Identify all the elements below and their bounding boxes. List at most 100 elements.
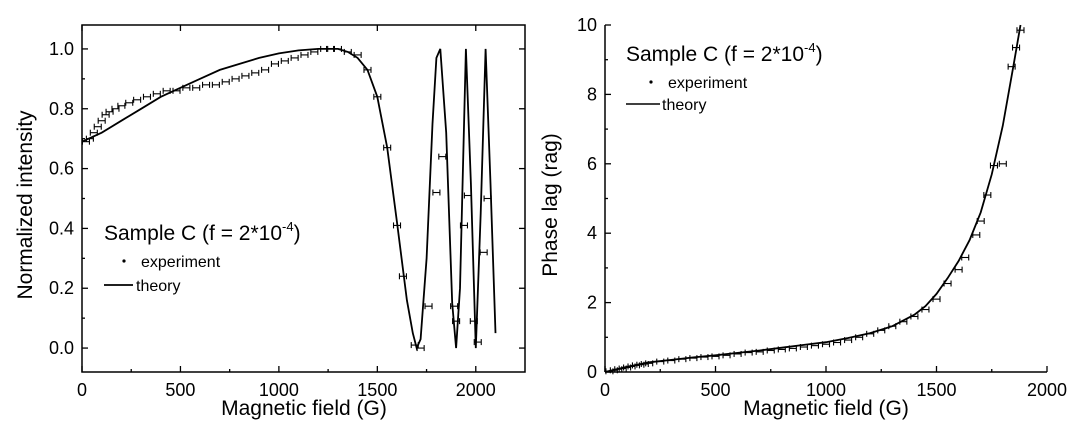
x-tick-label: 0 <box>600 380 610 400</box>
experiment-point <box>172 87 181 94</box>
experiment-point <box>473 339 482 346</box>
x-tick-label: 1000 <box>259 380 299 400</box>
experiment-point <box>855 334 864 341</box>
experiment-point <box>333 45 343 52</box>
experiment-point <box>821 341 831 348</box>
x-axis-title: Magnetic field (G) <box>743 397 909 420</box>
experiment-point <box>877 327 886 334</box>
experiment-point <box>392 222 402 229</box>
experiment-point <box>667 357 676 364</box>
experiment-point <box>432 189 441 196</box>
experiment-point <box>182 84 191 91</box>
x-tick-label: 2000 <box>1027 380 1067 400</box>
theory-line <box>81 48 497 351</box>
experiment-point <box>142 93 152 100</box>
experiment-point <box>326 45 335 52</box>
experiment-point <box>700 354 709 361</box>
experiment-point <box>932 296 941 303</box>
legend-experiment-marker <box>122 259 126 263</box>
y-tick-label: 0.4 <box>49 218 74 238</box>
experiment-point <box>656 358 665 365</box>
legend-experiment-label: experiment <box>668 75 748 92</box>
experiment-point <box>943 280 952 287</box>
experiment-point <box>231 75 240 82</box>
experiment-point <box>117 102 126 109</box>
experiment-point <box>416 345 425 352</box>
experiment-point <box>192 84 201 91</box>
experiment-point <box>211 81 220 88</box>
experiment-point <box>755 348 764 355</box>
experiment-point <box>788 345 797 352</box>
experiment-point <box>452 318 461 325</box>
experiment-point <box>899 318 908 325</box>
experiment-point <box>97 117 106 124</box>
experiment-point <box>844 337 853 344</box>
experiment-point <box>810 342 820 349</box>
chart-left-intensity: 0 500 1000 1500 2000 0.0 0.2 0.4 0.6 0.8 1.0 Magne… <box>14 24 526 420</box>
tick-labels: 0 500 1000 1500 2000 0.0 0.2 0.4 0.6 0.8 1.0 <box>49 39 496 400</box>
experiment-point <box>201 81 211 88</box>
experiment-point <box>438 153 447 160</box>
tick-labels: 0 500 1000 1500 2000 0 2 4 6 8 10 <box>577 15 1067 400</box>
experiment-point <box>605 368 614 375</box>
experiment-point <box>469 318 478 325</box>
experiment-point <box>777 346 786 353</box>
experiment-point <box>832 339 842 346</box>
chart-right-phase-lag: 0 500 1000 1500 2000 0 2 4 6 8 10 Magnetic field (… <box>539 15 1067 420</box>
legend-experiment-marker <box>649 80 653 84</box>
y-tick-label: 8 <box>587 84 597 104</box>
experiment-point <box>623 364 632 371</box>
experiment-point <box>85 135 94 142</box>
experiment-point <box>689 355 698 362</box>
experiment-point <box>678 356 687 363</box>
experiment-point <box>733 350 742 357</box>
experiment-point <box>983 192 992 199</box>
y-axis-title: Phase lag (rag) <box>539 133 562 277</box>
experiment-point <box>424 303 433 310</box>
experiment-point <box>799 344 808 351</box>
experiment-point <box>483 195 492 202</box>
theory-line <box>604 24 1022 373</box>
x-tick-label: 0 <box>77 380 87 400</box>
experiment-point <box>640 361 649 368</box>
x-axis-title: Magnetic field (G) <box>221 397 387 420</box>
experiment-point <box>93 123 102 130</box>
tick-marks <box>81 25 525 372</box>
experiment-point <box>353 51 362 58</box>
experiment-point <box>1007 63 1016 70</box>
experiment-point <box>290 54 299 61</box>
experiment-point <box>133 96 142 103</box>
experiment-point <box>976 218 985 225</box>
y-tick-label: 0.8 <box>49 99 74 119</box>
experiment-series <box>605 27 1025 375</box>
experiment-point <box>398 273 407 280</box>
experiment-point <box>722 352 731 359</box>
x-tick-label: 1000 <box>806 380 846 400</box>
experiment-point <box>343 48 352 55</box>
y-tick-label: 0.0 <box>49 338 74 358</box>
experiment-point <box>383 144 392 151</box>
y-tick-label: 0.6 <box>49 159 74 179</box>
experiment-point <box>1016 27 1025 34</box>
experiment-point <box>459 222 469 229</box>
x-tick-label: 500 <box>165 380 195 400</box>
legend-title: Sample C (f = 2*10-4) <box>626 40 823 66</box>
experiment-series <box>81 45 492 352</box>
y-axis-title: Normalized intensity <box>14 110 37 300</box>
experiment-point <box>627 363 636 370</box>
theory-series <box>81 48 497 351</box>
experiment-point <box>609 367 618 374</box>
experiment-point <box>300 51 309 58</box>
experiment-point <box>479 249 488 256</box>
experiment-point <box>711 353 720 360</box>
experiment-point <box>618 365 627 372</box>
experiment-point <box>744 349 753 356</box>
experiment-point <box>450 303 459 310</box>
theory-series <box>604 24 1022 373</box>
y-tick-label: 2 <box>587 293 597 313</box>
experiment-point <box>463 192 472 199</box>
y-tick-label: 0.2 <box>49 278 74 298</box>
experiment-point <box>1012 44 1021 51</box>
experiment-point <box>89 129 98 136</box>
